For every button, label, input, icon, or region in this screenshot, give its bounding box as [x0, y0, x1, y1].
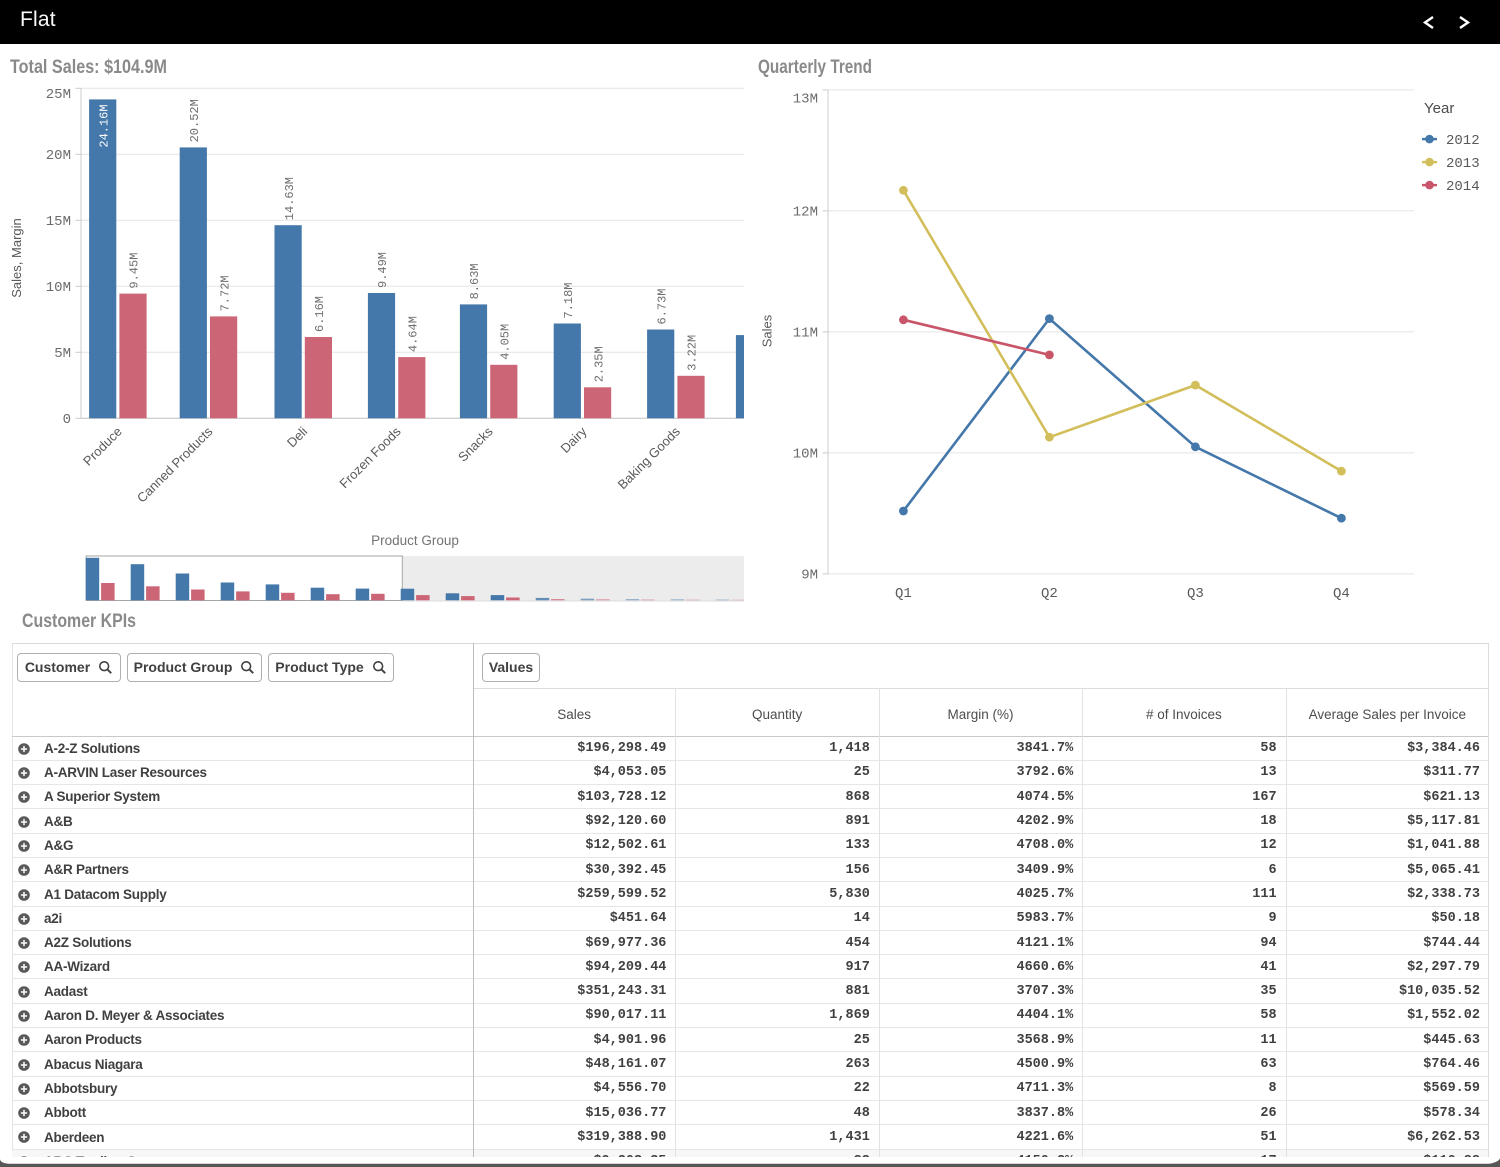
svg-text:Customer KPIs: Customer KPIs — [22, 611, 136, 632]
svg-text:Produce: Produce — [80, 423, 125, 468]
svg-text:Year: Year — [1424, 100, 1454, 117]
svg-text:2013: 2013 — [1446, 156, 1480, 172]
svg-text:Deli: Deli — [284, 423, 311, 450]
svg-text:6.16M: 6.16M — [313, 295, 327, 331]
svg-text:4.64M: 4.64M — [407, 316, 421, 352]
svg-text:2012: 2012 — [1446, 133, 1480, 149]
svg-text:Sales, Margin: Sales, Margin — [9, 218, 24, 297]
svg-text:Dairy: Dairy — [558, 423, 590, 455]
svg-text:Product Group: Product Group — [371, 533, 459, 548]
svg-text:9.49M: 9.49M — [376, 251, 390, 287]
svg-text:25M: 25M — [46, 86, 71, 102]
svg-text:2.35M: 2.35M — [592, 346, 606, 382]
svg-text:12M: 12M — [793, 204, 818, 220]
svg-text:Frozen Foods: Frozen Foods — [336, 423, 404, 491]
svg-text:24.16M: 24.16M — [97, 104, 111, 147]
svg-text:Q1: Q1 — [895, 585, 912, 601]
svg-text:Q2: Q2 — [1041, 585, 1058, 601]
svg-text:9.45M: 9.45M — [128, 252, 142, 288]
svg-text:Quarterly Trend: Quarterly Trend — [758, 57, 872, 78]
svg-text:3.22M: 3.22M — [686, 334, 700, 370]
svg-text:10M: 10M — [793, 446, 818, 462]
svg-text:20.52M: 20.52M — [188, 99, 202, 142]
svg-text:0: 0 — [63, 411, 71, 427]
svg-text:Sales: Sales — [760, 314, 775, 347]
svg-text:2014: 2014 — [1446, 179, 1480, 195]
svg-text:5M: 5M — [54, 345, 71, 361]
svg-text:13M: 13M — [793, 91, 818, 107]
svg-text:11M: 11M — [793, 325, 818, 341]
svg-text:8.63M: 8.63M — [468, 263, 482, 299]
svg-text:9M: 9M — [801, 567, 818, 583]
svg-text:Total Sales: $104.9M: Total Sales: $104.9M — [10, 57, 167, 78]
svg-text:20M: 20M — [46, 147, 71, 163]
svg-text:Q4: Q4 — [1333, 585, 1350, 601]
svg-text:Snacks: Snacks — [455, 423, 496, 464]
svg-text:10M: 10M — [46, 279, 71, 295]
svg-text:7.18M: 7.18M — [562, 282, 576, 318]
svg-text:14.63M: 14.63M — [283, 176, 297, 219]
svg-text:15M: 15M — [46, 213, 71, 229]
svg-text:Canned Products: Canned Products — [134, 423, 216, 505]
svg-text:Baking Goods: Baking Goods — [615, 423, 684, 492]
svg-text:7.72M: 7.72M — [218, 275, 232, 311]
svg-text:Q3: Q3 — [1187, 585, 1204, 601]
svg-text:6.73M: 6.73M — [655, 288, 669, 324]
svg-text:4.05M: 4.05M — [499, 323, 513, 359]
